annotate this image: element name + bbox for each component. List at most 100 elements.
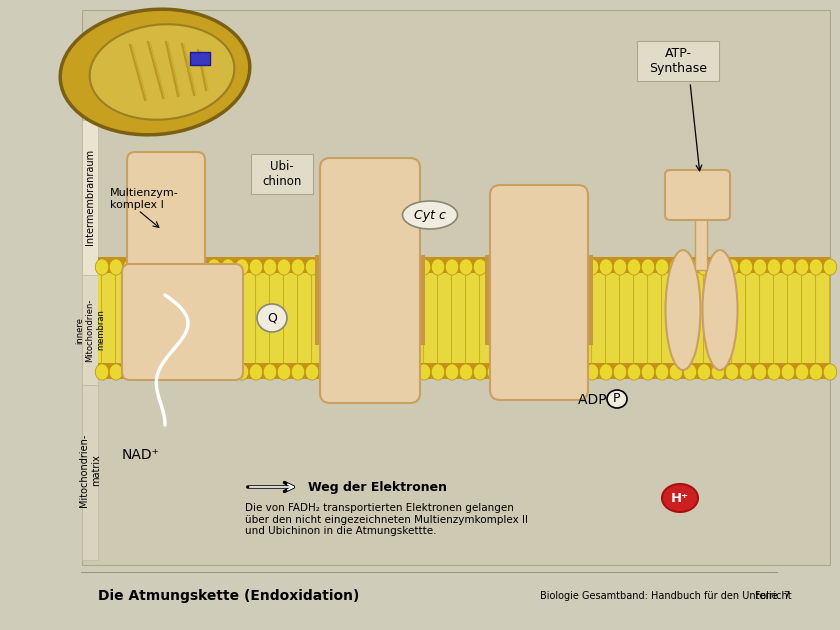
Bar bbox=[485, 255, 500, 345]
Ellipse shape bbox=[333, 364, 347, 380]
Ellipse shape bbox=[655, 364, 669, 380]
Ellipse shape bbox=[781, 364, 795, 380]
Ellipse shape bbox=[767, 259, 780, 275]
Ellipse shape bbox=[179, 364, 192, 380]
Text: ATP-
Synthase: ATP- Synthase bbox=[649, 47, 707, 75]
Ellipse shape bbox=[697, 364, 711, 380]
Ellipse shape bbox=[249, 259, 263, 275]
Ellipse shape bbox=[193, 364, 207, 380]
Ellipse shape bbox=[319, 259, 333, 275]
Ellipse shape bbox=[473, 364, 486, 380]
Ellipse shape bbox=[487, 364, 501, 380]
Text: Q: Q bbox=[267, 311, 277, 324]
Ellipse shape bbox=[711, 364, 725, 380]
Ellipse shape bbox=[585, 364, 599, 380]
FancyBboxPatch shape bbox=[251, 154, 313, 194]
Ellipse shape bbox=[235, 259, 249, 275]
Ellipse shape bbox=[599, 259, 612, 275]
Bar bbox=[98, 273, 830, 363]
Ellipse shape bbox=[683, 259, 696, 275]
Bar bbox=[82, 275, 98, 385]
Bar bbox=[578, 255, 593, 345]
Ellipse shape bbox=[515, 364, 528, 380]
Bar bbox=[82, 385, 98, 560]
Ellipse shape bbox=[711, 259, 725, 275]
Ellipse shape bbox=[123, 259, 137, 275]
Ellipse shape bbox=[781, 259, 795, 275]
Ellipse shape bbox=[235, 364, 249, 380]
Text: Ubi-
chinon: Ubi- chinon bbox=[262, 160, 302, 188]
Ellipse shape bbox=[305, 364, 318, 380]
Ellipse shape bbox=[641, 364, 654, 380]
FancyBboxPatch shape bbox=[665, 170, 730, 220]
Ellipse shape bbox=[389, 364, 402, 380]
Ellipse shape bbox=[473, 259, 486, 275]
Ellipse shape bbox=[431, 364, 444, 380]
Ellipse shape bbox=[402, 201, 458, 229]
Ellipse shape bbox=[151, 259, 165, 275]
Bar bbox=[98, 257, 830, 273]
Ellipse shape bbox=[291, 259, 305, 275]
Ellipse shape bbox=[795, 259, 809, 275]
Ellipse shape bbox=[417, 364, 431, 380]
Ellipse shape bbox=[123, 364, 137, 380]
Bar bbox=[190, 52, 210, 65]
Ellipse shape bbox=[823, 364, 837, 380]
Ellipse shape bbox=[641, 259, 654, 275]
Ellipse shape bbox=[557, 259, 570, 275]
Bar bbox=[98, 363, 830, 379]
Ellipse shape bbox=[767, 364, 780, 380]
Text: Multienzym-
komplex I: Multienzym- komplex I bbox=[110, 188, 179, 210]
Text: NAD⁺: NAD⁺ bbox=[122, 448, 160, 462]
Ellipse shape bbox=[725, 259, 738, 275]
Ellipse shape bbox=[417, 259, 431, 275]
Ellipse shape bbox=[683, 364, 696, 380]
Ellipse shape bbox=[529, 364, 543, 380]
Ellipse shape bbox=[207, 364, 221, 380]
Ellipse shape bbox=[137, 259, 150, 275]
Ellipse shape bbox=[445, 259, 459, 275]
Text: H⁺: H⁺ bbox=[671, 491, 689, 505]
Ellipse shape bbox=[753, 364, 767, 380]
FancyBboxPatch shape bbox=[637, 41, 719, 81]
Ellipse shape bbox=[662, 484, 698, 512]
FancyBboxPatch shape bbox=[490, 185, 588, 400]
Bar bbox=[82, 120, 98, 275]
Ellipse shape bbox=[249, 364, 263, 380]
Ellipse shape bbox=[277, 259, 291, 275]
Ellipse shape bbox=[109, 259, 123, 275]
Ellipse shape bbox=[739, 259, 753, 275]
Ellipse shape bbox=[809, 259, 822, 275]
Ellipse shape bbox=[221, 364, 234, 380]
Ellipse shape bbox=[487, 259, 501, 275]
Ellipse shape bbox=[669, 364, 683, 380]
Bar bbox=[695, 210, 707, 270]
Text: Biologie Gesamtband: Handbuch für den Unterricht: Biologie Gesamtband: Handbuch für den Un… bbox=[540, 591, 791, 601]
Text: ADP +: ADP + bbox=[578, 393, 622, 407]
Ellipse shape bbox=[347, 364, 360, 380]
FancyBboxPatch shape bbox=[320, 158, 420, 403]
Ellipse shape bbox=[599, 364, 612, 380]
Bar bbox=[410, 255, 425, 345]
Ellipse shape bbox=[109, 364, 123, 380]
Ellipse shape bbox=[445, 364, 459, 380]
Ellipse shape bbox=[151, 364, 165, 380]
Ellipse shape bbox=[515, 259, 528, 275]
Ellipse shape bbox=[263, 259, 276, 275]
Text: Mitochondrien-
matrix: Mitochondrien- matrix bbox=[79, 433, 101, 507]
Ellipse shape bbox=[557, 364, 570, 380]
Ellipse shape bbox=[809, 364, 822, 380]
Ellipse shape bbox=[613, 259, 627, 275]
Text: Intermembranraum: Intermembranraum bbox=[85, 149, 95, 245]
Ellipse shape bbox=[95, 364, 108, 380]
Ellipse shape bbox=[291, 364, 305, 380]
Ellipse shape bbox=[257, 304, 287, 332]
Ellipse shape bbox=[207, 259, 221, 275]
Ellipse shape bbox=[665, 250, 701, 370]
Text: Die von FADH₂ transportierten Elektronen gelangen
über den nicht eingezeichneten: Die von FADH₂ transportierten Elektronen… bbox=[245, 503, 528, 536]
Ellipse shape bbox=[753, 259, 767, 275]
Text: Weg der Elektronen: Weg der Elektronen bbox=[308, 481, 447, 493]
Ellipse shape bbox=[375, 364, 389, 380]
Ellipse shape bbox=[403, 364, 417, 380]
Ellipse shape bbox=[165, 259, 179, 275]
